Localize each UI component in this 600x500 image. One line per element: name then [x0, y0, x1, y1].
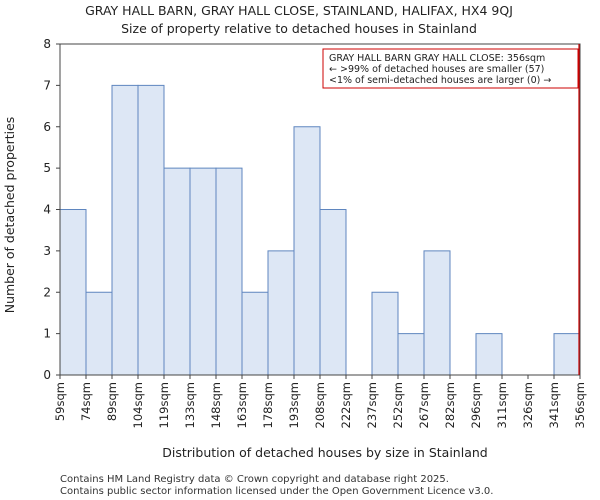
- x-tick-label-178sqm: 178sqm: [261, 382, 275, 428]
- bar-252sqm: [397, 333, 425, 376]
- footer-line1: Contains HM Land Registry data © Crown c…: [60, 474, 449, 485]
- y-tick-label: 0: [43, 368, 51, 382]
- bars-group: [59, 84, 581, 376]
- bar-74sqm: [85, 291, 113, 376]
- bar-119sqm: [163, 167, 191, 376]
- y-tick-label: 8: [43, 37, 51, 51]
- x-tick-label-237sqm: 237sqm: [365, 382, 379, 428]
- annotation-frame: [322, 48, 579, 89]
- annotation-line2: ← >99% of detached houses are smaller (5…: [329, 64, 544, 75]
- bar-208sqm: [319, 209, 347, 376]
- x-tick-label-311sqm: 311sqm: [495, 382, 509, 428]
- chart-title-line2: Size of property relative to detached ho…: [121, 21, 477, 36]
- x-tick-label-193sqm: 193sqm: [287, 382, 301, 428]
- bar-296sqm: [475, 333, 503, 376]
- annotation-line3: <1% of semi-detached houses are larger (…: [329, 75, 551, 86]
- x-tick-label-222sqm: 222sqm: [339, 382, 353, 428]
- y-tick-label: 5: [43, 161, 51, 175]
- bar-267sqm: [423, 250, 451, 376]
- x-tick-label-356sqm: 356sqm: [573, 382, 587, 428]
- x-tick-label-148sqm: 148sqm: [209, 382, 223, 428]
- bar-237sqm: [371, 291, 399, 376]
- x-tick-label-104sqm: 104sqm: [131, 382, 145, 428]
- y-tick-label: 6: [43, 120, 51, 134]
- y-axis-ticks: 0 1 2 3 4 5 6 7 8: [43, 37, 60, 382]
- x-axis-label: Distribution of detached houses by size …: [162, 445, 487, 460]
- y-tick-label: 1: [43, 327, 51, 341]
- x-tick-label-59sqm: 59sqm: [53, 382, 67, 421]
- footer-line2: Contains public sector information licen…: [60, 486, 493, 497]
- x-tick-label-252sqm: 252sqm: [391, 382, 405, 428]
- x-tick-label-74sqm: 74sqm: [79, 382, 93, 421]
- bar-59sqm: [59, 209, 87, 376]
- y-tick-label: 3: [43, 244, 51, 258]
- chart-title-line1: GRAY HALL BARN, GRAY HALL CLOSE, STAINLA…: [85, 3, 513, 18]
- x-tick-label-163sqm: 163sqm: [235, 382, 249, 428]
- x-tick-label-326sqm: 326sqm: [521, 382, 535, 428]
- x-axis-ticks: 59sqm 74sqm 89sqm 104sqm 119sqm 133sqm 148sqm 1…: [53, 375, 587, 428]
- x-tick-label-296sqm: 296sqm: [469, 382, 483, 428]
- bar-133sqm: [189, 167, 217, 376]
- y-tick-label: 2: [43, 285, 51, 299]
- bar-89sqm: [111, 84, 139, 376]
- x-tick-label-282sqm: 282sqm: [443, 382, 457, 428]
- y-tick-label: 4: [43, 203, 51, 217]
- bar-193sqm: [293, 126, 321, 376]
- y-axis-label: Number of detached properties: [2, 117, 17, 314]
- x-tick-label-89sqm: 89sqm: [105, 382, 119, 421]
- x-tick-label-133sqm: 133sqm: [183, 382, 197, 428]
- y-tick-label: 7: [43, 78, 51, 92]
- bar-163sqm: [241, 291, 269, 376]
- bar-178sqm: [267, 250, 295, 376]
- bar-148sqm: [215, 167, 243, 376]
- x-tick-label-119sqm: 119sqm: [157, 382, 171, 428]
- annotation-line1: GRAY HALL BARN GRAY HALL CLOSE: 356sqm: [329, 53, 545, 64]
- bar-104sqm: [137, 84, 165, 376]
- bar-341sqm: [553, 333, 581, 376]
- x-tick-label-267sqm: 267sqm: [417, 382, 431, 428]
- annotation-box: GRAY HALL BARN GRAY HALL CLOSE: 356sqm ←…: [322, 48, 579, 89]
- x-tick-label-341sqm: 341sqm: [547, 382, 561, 428]
- x-tick-label-208sqm: 208sqm: [313, 382, 327, 428]
